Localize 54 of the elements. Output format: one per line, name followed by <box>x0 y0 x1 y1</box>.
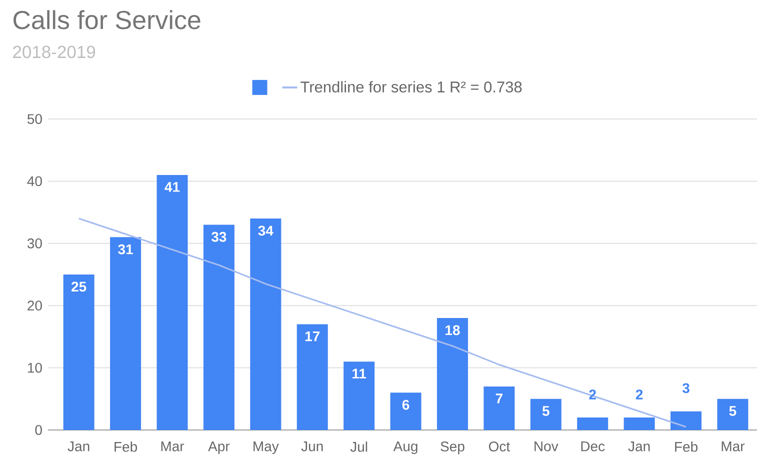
data-label: 25 <box>72 282 86 292</box>
bar <box>670 411 702 430</box>
x-tick-label: Jan <box>68 442 90 452</box>
y-tick-label: 0 <box>35 425 42 435</box>
bar <box>436 318 468 430</box>
data-label: 3 <box>682 383 690 394</box>
x-tick-label: Nov <box>534 442 558 452</box>
bar <box>296 324 328 430</box>
x-tick-label: Sep <box>440 442 464 454</box>
bar <box>624 418 655 430</box>
x-tick-label: Mar <box>722 442 745 452</box>
x-tick-label: Jun <box>301 442 323 452</box>
x-tick-label: Jul <box>350 442 368 452</box>
bar <box>484 386 515 430</box>
bar <box>203 224 234 430</box>
data-label: 6 <box>402 400 410 410</box>
data-label: 31 <box>118 244 133 254</box>
data-label: 2 <box>589 390 596 400</box>
x-tick-label: Oct <box>488 442 510 452</box>
x-tick-label: May <box>254 442 279 454</box>
bar <box>344 362 375 430</box>
data-label: 34 <box>258 226 274 236</box>
x-tick-label: Feb <box>114 442 138 452</box>
legend-label: Trendline for series 1 R² = 0.738 <box>300 81 522 92</box>
y-tick-label: 30 <box>27 238 42 248</box>
chart-title: Calls for Service <box>14 10 200 30</box>
bar <box>390 392 422 430</box>
bar <box>577 418 608 430</box>
bar <box>250 218 282 430</box>
data-label: 33 <box>211 232 226 242</box>
x-tick-label: Apr <box>208 442 230 454</box>
x-tick-label: Aug <box>393 442 418 454</box>
data-label: 7 <box>496 394 502 404</box>
chart-subtitle: 2018-2019 <box>13 46 96 58</box>
bar <box>717 398 748 430</box>
y-tick-label: 10 <box>28 362 42 373</box>
data-label: 17 <box>305 331 320 342</box>
y-tick-label: 40 <box>27 176 42 186</box>
bar <box>156 174 188 430</box>
data-label: 11 <box>352 368 366 378</box>
data-label: 5 <box>729 406 736 416</box>
data-label: 41 <box>164 182 180 192</box>
data-label: 2 <box>636 390 643 400</box>
bar <box>63 274 94 430</box>
x-tick-label: Dec <box>581 442 605 452</box>
x-tick-label: Feb <box>675 442 698 452</box>
x-tick-label: Mar <box>161 442 184 452</box>
y-tick-label: 20 <box>28 300 42 311</box>
data-label: 18 <box>446 325 460 336</box>
x-tick-label: Jan <box>628 442 650 452</box>
bar <box>530 398 562 430</box>
y-tick-label: 50 <box>27 114 42 124</box>
data-label: 5 <box>542 406 550 416</box>
bar <box>110 237 142 430</box>
